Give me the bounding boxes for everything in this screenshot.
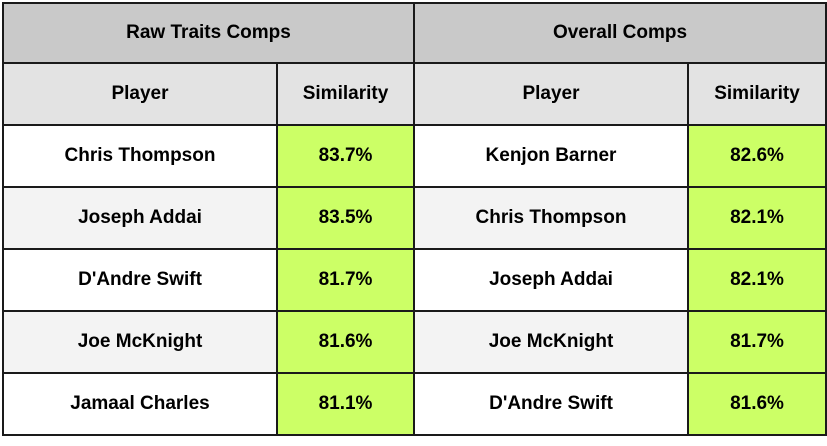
- overall-comp-similarity: 81.7%: [686, 310, 827, 374]
- raw-comp-player: D'Andre Swift: [2, 248, 278, 312]
- overall-comp-similarity: 82.1%: [686, 248, 827, 312]
- overall-player-column-header: Player: [413, 62, 689, 126]
- raw-comp-similarity: 83.7%: [276, 124, 415, 188]
- group-header-row: Raw Traits Comps Overall Comps: [2, 2, 827, 64]
- raw-player-column-header: Player: [2, 62, 278, 126]
- raw-comp-player: Jamaal Charles: [2, 372, 278, 436]
- overall-comp-player: Joe McKnight: [413, 310, 689, 374]
- table-row: Joe McKnight 81.6% Joe McKnight 81.7%: [2, 310, 827, 374]
- raw-comp-player: Joseph Addai: [2, 186, 278, 250]
- overall-similarity-column-header: Similarity: [686, 62, 827, 126]
- table-row: Joseph Addai 83.5% Chris Thompson 82.1%: [2, 186, 827, 250]
- overall-comp-similarity: 82.1%: [686, 186, 827, 250]
- overall-comp-player: Chris Thompson: [413, 186, 689, 250]
- raw-similarity-column-header: Similarity: [276, 62, 415, 126]
- table-row: Jamaal Charles 81.1% D'Andre Swift 81.6%: [2, 372, 827, 436]
- raw-comp-similarity: 81.1%: [276, 372, 415, 436]
- raw-comp-player: Chris Thompson: [2, 124, 278, 188]
- overall-comps-header: Overall Comps: [412, 2, 827, 64]
- raw-comp-similarity: 81.6%: [276, 310, 415, 374]
- raw-comp-similarity: 81.7%: [276, 248, 415, 312]
- overall-comp-player: D'Andre Swift: [413, 372, 689, 436]
- overall-comp-player: Joseph Addai: [413, 248, 689, 312]
- table-row: Chris Thompson 83.7% Kenjon Barner 82.6%: [2, 124, 827, 188]
- raw-comp-similarity: 83.5%: [276, 186, 415, 250]
- overall-comp-similarity: 81.6%: [686, 372, 827, 436]
- raw-traits-comps-header: Raw Traits Comps: [2, 2, 415, 64]
- raw-comp-player: Joe McKnight: [2, 310, 278, 374]
- overall-comp-player: Kenjon Barner: [413, 124, 689, 188]
- table-row: D'Andre Swift 81.7% Joseph Addai 82.1%: [2, 248, 827, 312]
- column-header-row: Player Similarity Player Similarity: [2, 62, 827, 126]
- comps-table: Raw Traits Comps Overall Comps Player Si…: [2, 2, 827, 436]
- overall-comp-similarity: 82.6%: [686, 124, 827, 188]
